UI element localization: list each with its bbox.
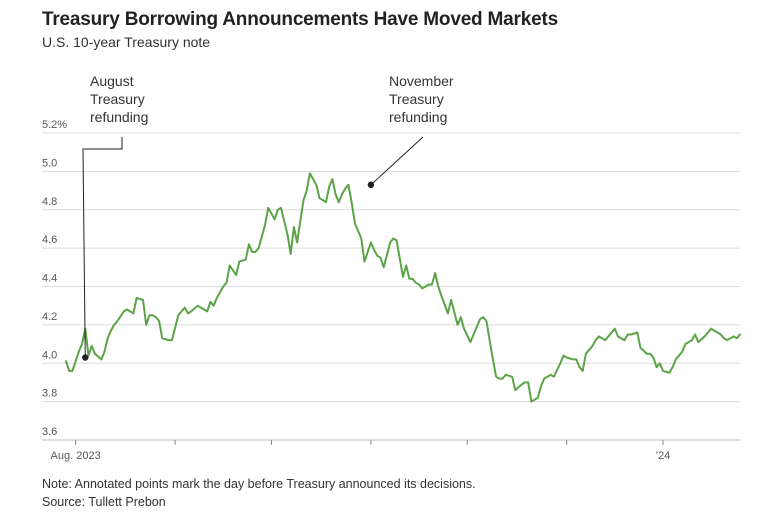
annotation-label: refunding bbox=[389, 109, 447, 125]
annotation-label: November bbox=[389, 73, 454, 89]
annotation-leader bbox=[370, 136, 424, 186]
annotation-label: August bbox=[90, 73, 134, 89]
chart-series bbox=[65, 172, 741, 403]
series-line bbox=[65, 172, 741, 403]
chart-subtitle: U.S. 10-year Treasury note bbox=[42, 34, 211, 50]
y-axis-ticks: 3.6 3.8 4.0 4.2 4.4 4.6 4.8 5.0 5.2% bbox=[42, 119, 67, 438]
annotation-label: Treasury bbox=[90, 91, 145, 107]
footnote: Note: Annotated points mark the day befo… bbox=[42, 477, 476, 491]
x-tick-label: Aug. 2023 bbox=[51, 450, 101, 462]
chart-grid bbox=[42, 132, 740, 441]
annotation-label: refunding bbox=[90, 109, 148, 125]
x-tick-label: ’24 bbox=[656, 450, 671, 462]
x-axis: Aug. 2023 ’24 bbox=[42, 439, 740, 462]
annotation-marker bbox=[367, 181, 375, 189]
y-tick-label: 4.8 bbox=[42, 196, 57, 208]
y-tick-label: 3.8 bbox=[42, 388, 57, 400]
annotation-marker bbox=[82, 354, 89, 361]
y-tick-label: 4.4 bbox=[42, 273, 57, 285]
chart-title: Treasury Borrowing Announcements Have Mo… bbox=[42, 9, 558, 30]
annotation-label: Treasury bbox=[389, 91, 444, 107]
y-tick-label: 4.2 bbox=[42, 311, 57, 323]
y-tick-label: 4.0 bbox=[42, 349, 57, 361]
annotation: November Treasury refunding bbox=[367, 73, 454, 189]
source-note: Source: Tullett Prebon bbox=[42, 495, 166, 509]
y-tick-label: 3.6 bbox=[42, 426, 57, 438]
y-tick-label: 5.0 bbox=[42, 157, 57, 169]
chart-annotations: August Treasury refunding November Treasury r… bbox=[82, 73, 454, 361]
y-tick-label: 4.6 bbox=[42, 234, 57, 246]
y-tick-label: 5.2% bbox=[42, 119, 67, 131]
annotation: August Treasury refunding bbox=[82, 73, 148, 361]
annotation-leader bbox=[82, 137, 123, 358]
